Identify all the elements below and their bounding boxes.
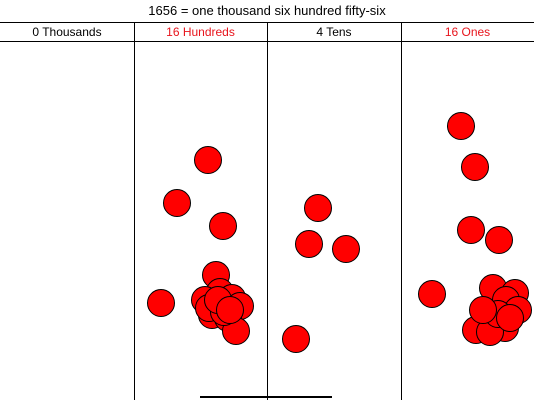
column-header-thousands: 0 Thousands <box>32 25 102 39</box>
counter-chip[interactable] <box>418 280 446 308</box>
counter-chip[interactable] <box>469 296 497 324</box>
column-divider <box>401 22 402 400</box>
column-divider <box>134 22 135 400</box>
column-divider <box>267 22 268 400</box>
column-header-ones: 16 Ones <box>444 25 491 39</box>
counter-chip[interactable] <box>163 189 191 217</box>
counter-chip[interactable] <box>457 216 485 244</box>
counter-chip[interactable] <box>194 146 222 174</box>
base-line <box>200 396 332 398</box>
counter-chip[interactable] <box>147 289 175 317</box>
counter-chip[interactable] <box>332 235 360 263</box>
counter-chip[interactable] <box>304 194 332 222</box>
counter-chip[interactable] <box>295 230 323 258</box>
number-title: 1656 = one thousand six hundred fifty-si… <box>148 3 386 18</box>
column-header-tens: 4 Tens <box>316 25 352 39</box>
counter-chip[interactable] <box>496 304 524 332</box>
counter-chip[interactable] <box>461 153 489 181</box>
counter-chip[interactable] <box>447 112 475 140</box>
counter-chip[interactable] <box>485 226 513 254</box>
counter-chip[interactable] <box>209 212 237 240</box>
column-header-hundreds: 16 Hundreds <box>166 25 235 39</box>
counter-chip[interactable] <box>282 325 310 353</box>
counter-chip[interactable] <box>216 296 244 324</box>
